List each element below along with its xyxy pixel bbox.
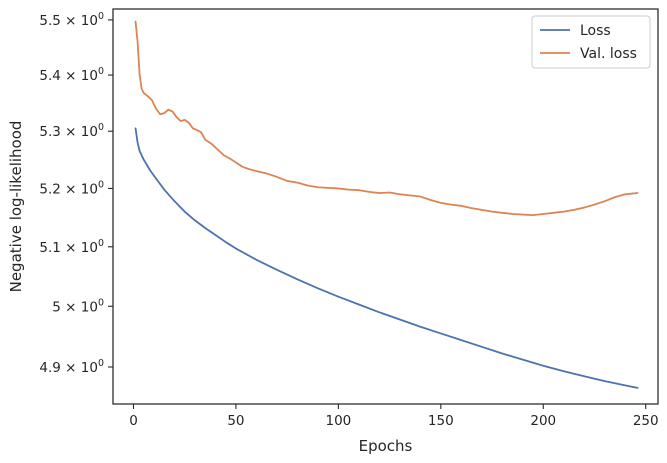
x-tick-label: 0 — [129, 413, 138, 429]
x-tick-label: 250 — [633, 413, 659, 429]
series-line-loss — [134, 127, 639, 389]
x-tick-label: 50 — [227, 413, 244, 429]
series-layer — [134, 20, 639, 389]
legend-label-val-loss: Val. loss — [580, 46, 637, 62]
x-axis-label: Epochs — [359, 437, 413, 455]
y-tick-label: 4.9 × 100 — [39, 358, 104, 376]
legend-box — [531, 15, 651, 69]
plot-frame — [112, 8, 659, 405]
y-tick-label: 5.1 × 100 — [39, 238, 104, 256]
legend-label-loss: Loss — [580, 23, 611, 39]
y-tick-label: 5.5 × 100 — [39, 11, 104, 29]
y-tick-label: 5.2 × 100 — [39, 179, 104, 197]
y-axis-ticks: 4.9 × 100 5 × 100 5.1 × 100 5.2 × 100 5.3 × … — [39, 11, 113, 376]
x-tick-label: 100 — [325, 413, 351, 429]
y-tick-label: 5.3 × 100 — [39, 122, 104, 140]
y-tick-label: 5 × 100 — [52, 297, 104, 315]
y-axis-label: Negative log-likelihood — [7, 121, 25, 293]
legend: Loss Val. loss — [531, 15, 651, 69]
x-tick-label: 150 — [428, 413, 454, 429]
y-tick-label: 5.4 × 100 — [39, 66, 104, 84]
x-tick-label: 200 — [530, 413, 556, 429]
x-axis-ticks: 0 50 100 150 200 250 — [129, 404, 659, 429]
series-line-val-loss — [134, 20, 639, 217]
